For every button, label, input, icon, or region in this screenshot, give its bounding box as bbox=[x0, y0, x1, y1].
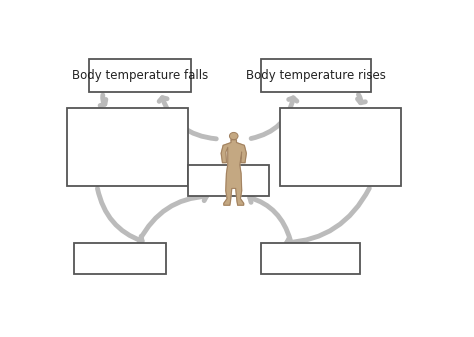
Bar bbox=[74, 243, 166, 274]
Bar bbox=[188, 165, 269, 196]
Bar bbox=[280, 108, 401, 186]
Text: Body temperature rises: Body temperature rises bbox=[246, 69, 386, 82]
Polygon shape bbox=[221, 140, 246, 205]
Bar bbox=[89, 59, 191, 92]
Bar bbox=[66, 108, 188, 186]
Text: Body temperature falls: Body temperature falls bbox=[72, 69, 208, 82]
Bar bbox=[261, 59, 372, 92]
Ellipse shape bbox=[229, 132, 238, 140]
Bar bbox=[261, 243, 360, 274]
